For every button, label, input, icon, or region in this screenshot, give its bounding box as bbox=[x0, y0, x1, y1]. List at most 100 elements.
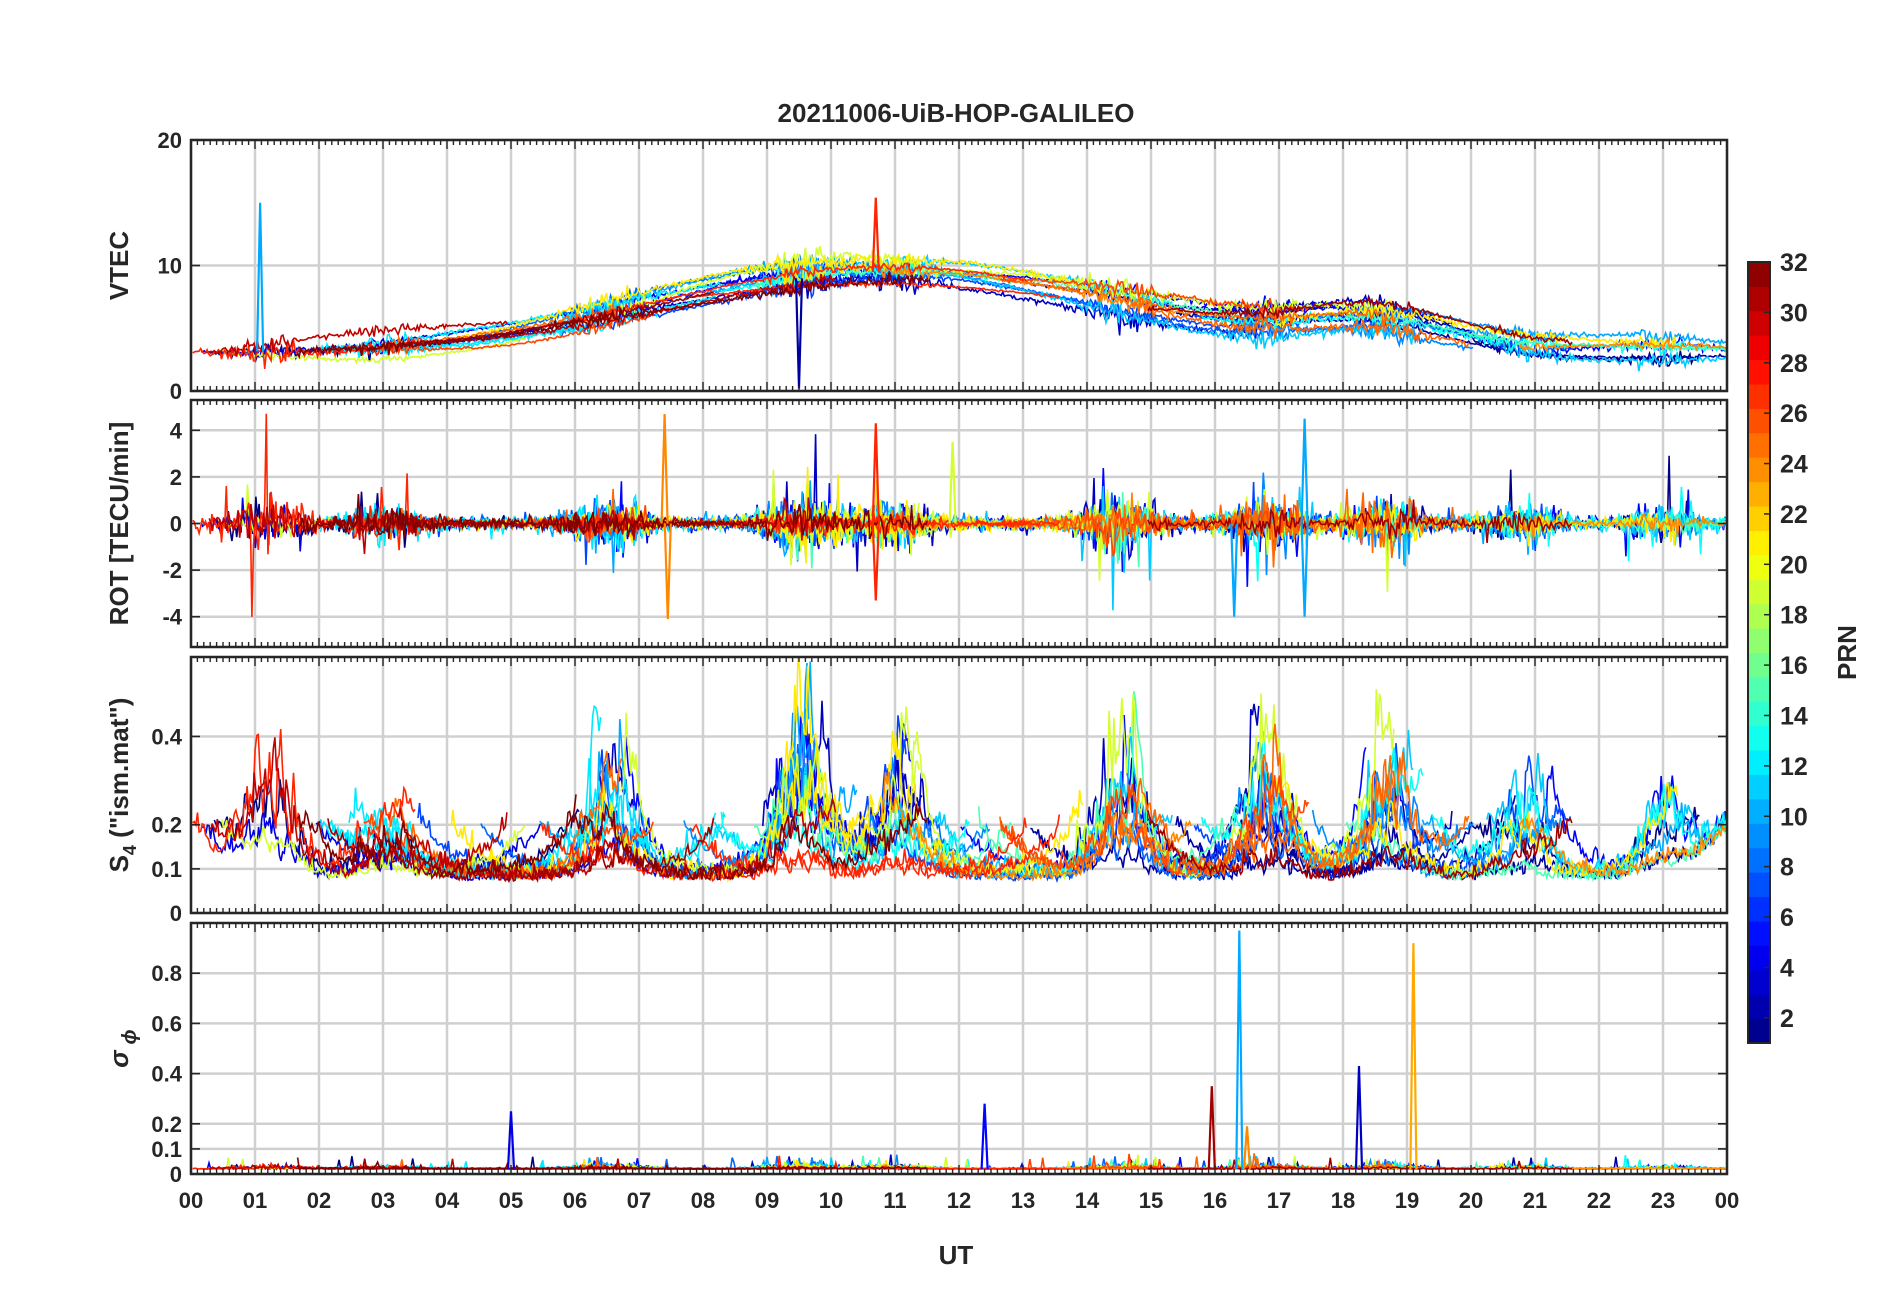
series-prn-31 bbox=[1147, 1157, 1572, 1170]
panel-s4-ticks bbox=[190, 657, 1728, 914]
x-axis: 00 01 02 03 04 05 06 07 08 09 10 11 12 13 14 15 16 17 18 19… bbox=[179, 1188, 1739, 1213]
x-axis-label: UT bbox=[939, 1240, 974, 1270]
series-prn-33 bbox=[566, 1163, 928, 1171]
colorbar-band bbox=[1748, 676, 1770, 702]
colorbar-tick-label: 28 bbox=[1780, 350, 1808, 378]
chart-title: 20211006-UiB-HOP-GALILEO bbox=[778, 98, 1135, 128]
x-tick-label: 18 bbox=[1331, 1188, 1355, 1213]
spike-prn-24 bbox=[663, 523, 672, 620]
colorbar-band bbox=[1748, 457, 1770, 483]
spike-prn-27 bbox=[871, 197, 880, 273]
colorbar-band bbox=[1748, 628, 1770, 653]
spike-prn-24 bbox=[1242, 1126, 1252, 1170]
series-prn-31 bbox=[327, 291, 714, 353]
series-prn-21 bbox=[781, 252, 1084, 291]
panel-vtec-series bbox=[192, 197, 1727, 389]
x-tick-label: 04 bbox=[435, 1188, 460, 1213]
y-axis-label-sigma_phi: σϕ bbox=[104, 1029, 141, 1067]
colorbar-band bbox=[1748, 994, 1770, 1020]
colorbar-band bbox=[1748, 847, 1770, 873]
colorbar-band bbox=[1748, 384, 1770, 409]
x-tick-label: 20 bbox=[1459, 1188, 1483, 1213]
y-tick-label: 0.2 bbox=[151, 1112, 182, 1137]
colorbar-band bbox=[1748, 262, 1770, 287]
panel-s4-series bbox=[192, 657, 1727, 884]
colorbar-tick-label: 10 bbox=[1780, 803, 1808, 831]
series-prn-8 bbox=[924, 268, 1396, 342]
series-prn-27 bbox=[192, 413, 416, 617]
colorbar-band bbox=[1748, 603, 1770, 629]
y-tick-label: 0.4 bbox=[151, 1062, 182, 1087]
y-tick-label: 0 bbox=[170, 901, 182, 926]
series-prn-31 bbox=[1147, 499, 1573, 543]
x-tick-label: 02 bbox=[307, 1188, 331, 1213]
x-tick-label: 06 bbox=[563, 1188, 587, 1213]
colorbar-tick-label: 18 bbox=[1780, 602, 1808, 630]
colorbar-band bbox=[1748, 798, 1770, 824]
spike-prn-19 bbox=[948, 441, 957, 524]
colorbar-band bbox=[1748, 1018, 1770, 1044]
x-tick-label: 09 bbox=[755, 1188, 779, 1213]
colorbar-tick-label: 20 bbox=[1780, 551, 1808, 579]
y-tick-label: -4 bbox=[162, 605, 182, 630]
x-tick-label: 21 bbox=[1523, 1188, 1547, 1213]
x-tick-label: 23 bbox=[1651, 1188, 1675, 1213]
series-prn-11 bbox=[1486, 336, 1727, 372]
series-prn-25 bbox=[1133, 296, 1470, 348]
colorbar-band bbox=[1748, 286, 1770, 312]
spike-prn-27 bbox=[871, 423, 880, 524]
spike-prn-10 bbox=[1235, 930, 1244, 1169]
spike-prn-10 bbox=[256, 202, 265, 352]
series-prn-33 bbox=[566, 803, 929, 881]
x-tick-label: 16 bbox=[1203, 1188, 1227, 1213]
colorbar-band bbox=[1748, 359, 1770, 385]
colorbar-tick-label: 26 bbox=[1780, 400, 1808, 428]
series-prn-19 bbox=[221, 819, 527, 881]
panel-rot-ticks bbox=[190, 400, 1728, 647]
panel-sigma_phi-series bbox=[192, 930, 1727, 1172]
y-tick-label: 0 bbox=[170, 379, 182, 404]
spike-prn-10 bbox=[1300, 523, 1309, 617]
series-prn-3 bbox=[762, 264, 1260, 340]
x-tick-label: 10 bbox=[819, 1188, 843, 1213]
colorbar-band bbox=[1748, 310, 1770, 336]
y-axis-label-vtec: VTEC bbox=[104, 231, 134, 301]
x-tick-label: 19 bbox=[1395, 1188, 1419, 1213]
y-axis-label-rot: ROT [TECU/min] bbox=[104, 422, 134, 626]
series-prn-33 bbox=[566, 504, 929, 541]
series-prn-25 bbox=[999, 278, 1396, 328]
series-prn-31 bbox=[1147, 295, 1573, 347]
colorbar-tick-label: 2 bbox=[1780, 1005, 1794, 1033]
colorbar-band bbox=[1748, 872, 1770, 898]
y-tick-label: -2 bbox=[162, 558, 182, 583]
series-prn-24 bbox=[1518, 336, 1726, 353]
panel-rot-series bbox=[192, 413, 1727, 620]
panel-rot: -4 -2 0 2 4 ROT [TECU/min] bbox=[104, 398, 1729, 649]
series-prn-11 bbox=[934, 270, 1414, 350]
colorbar-band bbox=[1748, 506, 1770, 531]
colorbar-band bbox=[1748, 530, 1770, 556]
x-tick-label: 00 bbox=[1715, 1188, 1739, 1213]
spike-prn-23 bbox=[1409, 943, 1418, 1169]
panel-sigma_phi-ticks bbox=[190, 923, 1728, 1175]
x-tick-label: 14 bbox=[1075, 1188, 1100, 1213]
series-prn-26 bbox=[1000, 775, 1310, 876]
colorbar-band bbox=[1748, 432, 1770, 458]
x-tick-label: 22 bbox=[1587, 1188, 1611, 1213]
series-prn-13 bbox=[720, 811, 971, 872]
colorbar-label: PRN bbox=[1832, 625, 1862, 680]
spike-prn-24 bbox=[660, 413, 669, 524]
colorbar-band bbox=[1748, 823, 1770, 849]
panel-sigma_phi-grid bbox=[189, 923, 1729, 1176]
series-prn-33 bbox=[567, 271, 929, 329]
colorbar-band bbox=[1748, 579, 1770, 605]
x-tick-label: 11 bbox=[883, 1188, 906, 1213]
colorbar-tick-label: 6 bbox=[1780, 904, 1794, 932]
y-tick-label: 0.1 bbox=[151, 857, 182, 882]
y-tick-label: 20 bbox=[158, 128, 182, 153]
colorbar-tick-label: 22 bbox=[1780, 501, 1808, 529]
colorbar-band bbox=[1748, 408, 1770, 434]
y-tick-label: 2 bbox=[170, 465, 182, 490]
colorbar-tick-label: 30 bbox=[1780, 299, 1808, 327]
